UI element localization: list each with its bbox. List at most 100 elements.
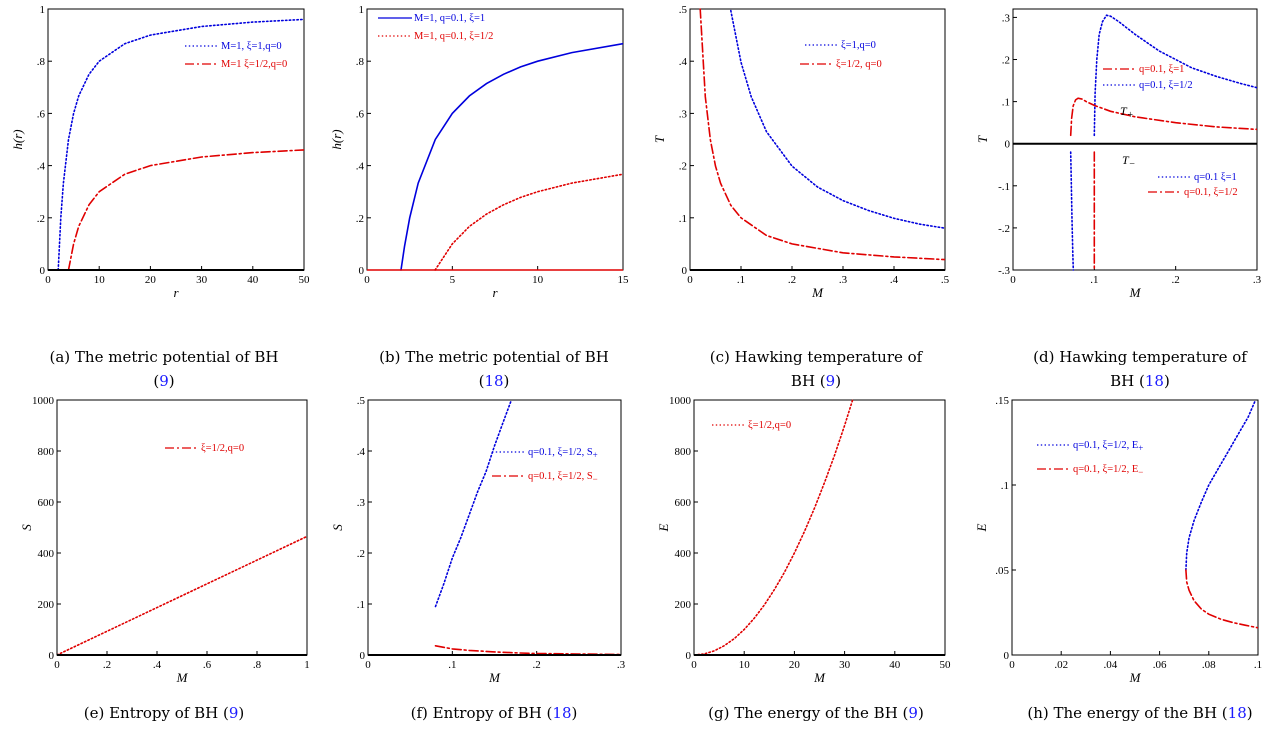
equation-reference-link[interactable]: 18 <box>484 372 503 390</box>
y-tick-label: 1 <box>40 4 46 16</box>
series-line--1-2-q-0 <box>694 399 854 656</box>
y-axis-label: h(r) <box>329 129 344 149</box>
series-line-q-0-1-1-t-branch- <box>1069 97 1257 137</box>
legend-label: q=0.1, ξ=1/2 <box>1184 187 1238 198</box>
y-tick-label: .4 <box>356 161 365 173</box>
x-tick-label: .4 <box>153 659 162 671</box>
y-tick-label: 0 <box>40 265 46 277</box>
x-tick-label: 50 <box>299 274 311 286</box>
plot-frame <box>689 8 946 271</box>
chart-panel-g: 0 10 20 30 40 50 0 200 400 600 800 1000 M Eξ=1/2,q=0 (… <box>656 395 951 722</box>
x-axis-label: M <box>1129 670 1142 685</box>
y-tick-label: .15 <box>995 395 1009 407</box>
plot-frame <box>56 399 308 656</box>
legend-label: q=0.1, ξ=1/2, E− <box>1073 464 1143 477</box>
y-tick-label: .1 <box>1001 480 1009 492</box>
y-tick-label: 0 <box>359 265 365 277</box>
equation-reference-link[interactable]: 18 <box>1228 704 1247 722</box>
y-tick-label: .4 <box>357 446 366 458</box>
x-tick-label: .6 <box>203 659 212 671</box>
y-tick-label: .3 <box>679 108 688 120</box>
series-line--1-q-0 <box>729 9 945 229</box>
y-tick-label: 200 <box>38 599 55 611</box>
x-tick-label: 0 <box>1009 659 1015 671</box>
legend-label: M=1 ξ=1/2,q=0 <box>221 59 287 70</box>
series-line-q-0-1-1-2-s- <box>434 399 513 608</box>
chart-panel-c: 0 .1 .2 .3 .4 .5 0 .1 .2 .3 .4 .5 M Tξ=1,q=0 ξ=1/2, q=… <box>652 4 950 390</box>
x-tick-label: 30 <box>839 659 851 671</box>
curve-annotation: T+ <box>1120 104 1133 121</box>
y-tick-label: .5 <box>679 4 688 16</box>
x-tick-label: .02 <box>1054 659 1068 671</box>
y-tick-label: -.1 <box>998 181 1010 193</box>
equation-reference-link[interactable]: 18 <box>552 704 571 722</box>
x-tick-label: 0 <box>365 659 371 671</box>
y-tick-label: .2 <box>356 213 364 225</box>
caption-line: (b) The metric potential of BH <box>379 348 609 366</box>
legend-label: q=0.1, ξ=1/2, E+ <box>1073 440 1143 453</box>
x-axis-label: M <box>1129 285 1142 300</box>
legend-label: q=0.1, ξ=1/2, S− <box>528 471 598 484</box>
x-tick-label: .2 <box>788 274 796 286</box>
caption-line: (9) <box>153 372 174 390</box>
series-line-q-0-1-1-2-e- <box>1185 399 1257 571</box>
y-tick-label: .8 <box>356 56 365 68</box>
y-tick-label: 0 <box>49 650 55 662</box>
x-tick-label: .4 <box>890 274 899 286</box>
x-axis-label: r <box>492 285 498 300</box>
x-tick-label: 20 <box>145 274 157 286</box>
y-tick-label: .4 <box>37 161 46 173</box>
x-tick-label: .2 <box>103 659 111 671</box>
x-tick-label: 0 <box>45 274 51 286</box>
y-tick-label: 400 <box>38 548 55 560</box>
x-tick-label: 40 <box>889 659 901 671</box>
x-tick-label: 20 <box>789 659 801 671</box>
y-tick-label: .3 <box>357 497 366 509</box>
y-tick-label: 0 <box>1004 650 1010 662</box>
y-tick-label: .8 <box>37 56 46 68</box>
caption-line: (h) The energy of the BH (18) <box>1027 704 1252 722</box>
x-tick-label: .2 <box>1172 274 1180 286</box>
y-tick-label: -.2 <box>998 223 1010 235</box>
series-line-m-1-q-0-1-1-2 <box>434 173 623 271</box>
equation-reference-link[interactable]: 9 <box>159 372 169 390</box>
x-tick-label: 30 <box>196 274 208 286</box>
x-tick-label: 1 <box>304 659 310 671</box>
legend-label: q=0.1, ξ=1/2, S+ <box>528 447 598 460</box>
x-tick-label: .5 <box>941 274 950 286</box>
x-tick-label: .8 <box>253 659 262 671</box>
x-tick-label: 0 <box>54 659 60 671</box>
caption-line: (f) Entropy of BH (18) <box>411 704 578 722</box>
y-tick-label: .4 <box>679 56 688 68</box>
y-tick-label: 1000 <box>669 395 692 407</box>
series-line-q-0-1-1-2-t-branch- <box>1093 14 1257 137</box>
series-line-q-0-1-1-2-e- <box>1185 569 1258 629</box>
y-tick-label: 0 <box>1005 139 1011 151</box>
equation-reference-link[interactable]: 9 <box>229 704 239 722</box>
series-line--1-2-q-0 <box>57 535 307 656</box>
plot-frame <box>693 399 946 656</box>
series-line-m-1-1-2-q-0 <box>67 149 304 271</box>
plot-frame <box>1011 399 1259 656</box>
equation-reference-link[interactable]: 9 <box>826 372 836 390</box>
y-axis-label: T <box>652 135 667 143</box>
caption-line: (e) Entropy of BH (9) <box>84 704 245 722</box>
x-tick-label: .3 <box>1253 274 1262 286</box>
x-tick-label: 0 <box>1010 274 1016 286</box>
series-line--1-2-q-0 <box>699 8 945 261</box>
x-tick-label: .1 <box>1090 274 1098 286</box>
y-tick-label: .2 <box>1002 55 1010 67</box>
plot-frame <box>366 8 624 271</box>
y-tick-label: .2 <box>357 548 365 560</box>
y-tick-label: 0 <box>360 650 366 662</box>
chart-panel-h: 0 .02 .04 .06 .08 .1 0 .05 .1 .15 M Eq=0.1, ξ=1/2, … <box>974 395 1262 722</box>
equation-reference-link[interactable]: 18 <box>1145 372 1164 390</box>
x-tick-label: 10 <box>532 274 544 286</box>
equation-reference-link[interactable]: 9 <box>908 704 918 722</box>
caption-line: BH (18) <box>1110 372 1170 390</box>
y-tick-label: 800 <box>38 446 55 458</box>
x-tick-label: 0 <box>691 659 697 671</box>
y-tick-label: 1 <box>359 4 365 16</box>
y-tick-label: 200 <box>675 599 692 611</box>
